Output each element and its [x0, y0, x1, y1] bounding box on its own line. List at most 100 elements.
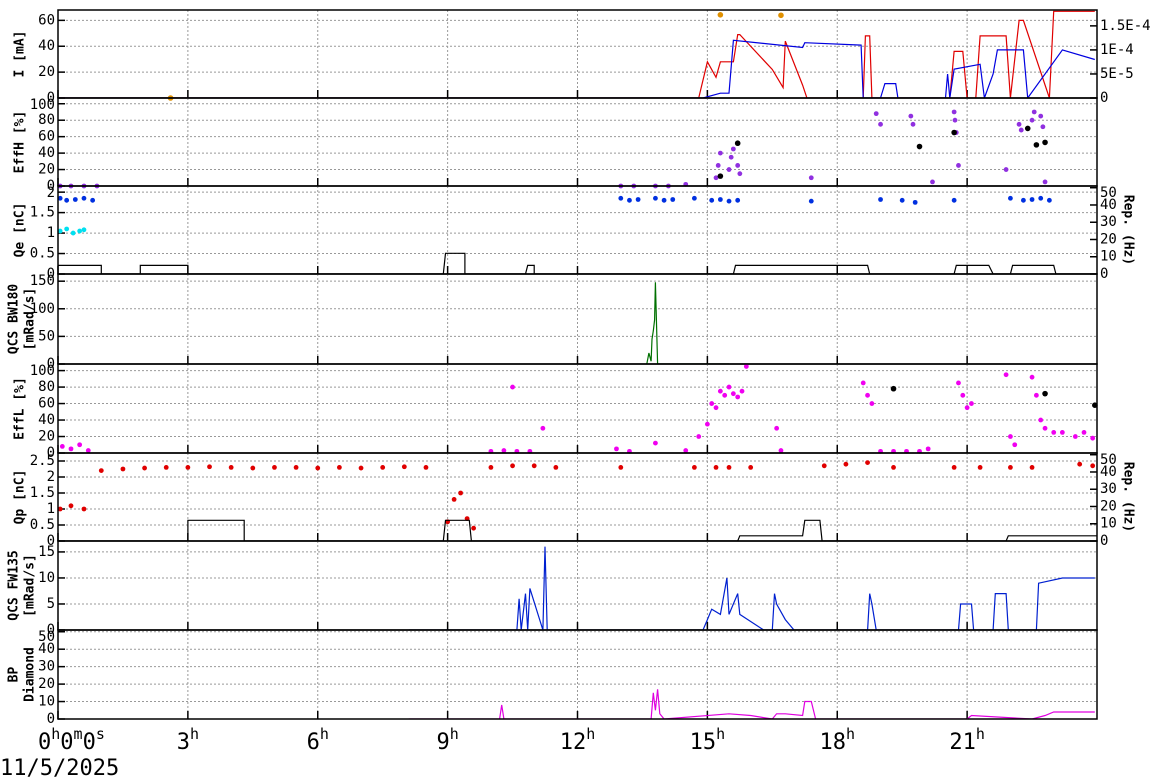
y-tick-label: 0 [47, 445, 55, 461]
data-point [899, 197, 905, 203]
data-point [717, 173, 724, 179]
data-point [704, 421, 710, 427]
y-tick-label: 20 [38, 64, 55, 80]
data-point [77, 228, 83, 234]
data-point [120, 466, 126, 472]
data-point [734, 140, 741, 147]
y-tick-label: 20 [38, 429, 55, 445]
data-point [57, 506, 63, 512]
data-point [81, 195, 87, 201]
series-line [408, 546, 1095, 630]
data-point [865, 460, 870, 465]
data-point [1024, 125, 1031, 132]
data-point [691, 195, 697, 201]
y-tick-label: 150 [30, 273, 55, 289]
data-point [72, 197, 78, 202]
data-point [1090, 435, 1096, 441]
series-line [646, 282, 729, 364]
data-point [315, 465, 321, 471]
data-point [1031, 109, 1037, 115]
data-point [1008, 434, 1013, 439]
data-point [653, 195, 658, 201]
data-point [1042, 179, 1048, 185]
data-point [57, 195, 63, 201]
data-point [1072, 434, 1078, 439]
y-axis-label: QCS FW135 [7, 550, 22, 620]
data-point [713, 405, 719, 411]
data-point [713, 175, 719, 181]
data-point [1033, 392, 1039, 398]
data-point [735, 163, 741, 168]
data-point [869, 401, 875, 406]
data-point [64, 197, 70, 203]
y2-tick-label: 20 [1100, 231, 1117, 247]
data-point [272, 465, 277, 470]
data-point [85, 448, 91, 453]
data-point [1033, 142, 1040, 148]
x-tick-label: 21h [949, 725, 985, 756]
data-point [68, 446, 74, 452]
data-point [778, 12, 784, 19]
data-point [1003, 167, 1009, 172]
y-tick-label: 2.5 [30, 453, 55, 469]
data-point [916, 143, 923, 150]
data-point [98, 468, 104, 473]
data-point [1042, 390, 1048, 397]
data-point [553, 465, 559, 470]
data-point [735, 197, 741, 203]
y-tick-label: 100 [30, 97, 55, 113]
y-tick-label: 40 [38, 38, 55, 54]
data-point [1092, 402, 1098, 409]
data-point [451, 497, 457, 502]
y-tick-label: 80 [38, 112, 55, 128]
y-tick-label: 1.5 [30, 205, 55, 221]
data-point [717, 12, 724, 18]
data-point [722, 392, 728, 398]
data-point [1012, 442, 1018, 448]
data-point [488, 465, 494, 470]
y-tick-label: 1.5 [30, 485, 55, 501]
y2-axis-label: Rep. (Hz) [1121, 195, 1136, 265]
y-tick-label: 0 [47, 90, 55, 106]
data-point [726, 384, 732, 390]
data-point [1003, 372, 1009, 378]
data-point [717, 388, 723, 394]
data-point [1038, 195, 1044, 201]
data-point [1021, 197, 1026, 203]
x-tick-label: 12h [560, 725, 596, 756]
y-tick-label: 10 [38, 570, 55, 586]
data-point [1042, 425, 1048, 431]
y-tick-label: 20 [38, 162, 55, 178]
data-point [81, 506, 87, 512]
data-point [540, 425, 546, 431]
data-point [618, 465, 624, 470]
date-label: 11/5/2025 [0, 756, 119, 781]
data-point [1029, 197, 1035, 202]
y2-tick-label: 0 [1100, 533, 1108, 549]
y-tick-label: 20 [38, 676, 55, 692]
data-point [873, 111, 879, 117]
data-point [458, 490, 464, 496]
y-tick-label: 0.5 [30, 517, 55, 533]
y-tick-label: 0.5 [30, 246, 55, 262]
data-point [709, 197, 715, 203]
data-point [956, 163, 961, 168]
y2-tick-label: 1E-4 [1100, 42, 1134, 58]
data-point [717, 197, 723, 202]
data-point [635, 197, 641, 202]
x-tick-label: 9h [436, 725, 458, 756]
data-point [142, 465, 147, 471]
data-point [1081, 429, 1087, 435]
data-point [735, 394, 741, 400]
y2-tick-label: 1.5E-4 [1100, 18, 1151, 34]
y2-tick-label: 50 [1100, 452, 1117, 468]
x-tick-label: 6h [307, 725, 329, 756]
y-tick-label: 0 [47, 622, 55, 638]
y-tick-label: 40 [38, 412, 55, 428]
data-point [713, 465, 719, 470]
y2-tick-label: 40 [1100, 197, 1117, 213]
data-point [68, 503, 74, 509]
y2-tick-label: 30 [1100, 214, 1117, 230]
data-point [1008, 465, 1013, 470]
